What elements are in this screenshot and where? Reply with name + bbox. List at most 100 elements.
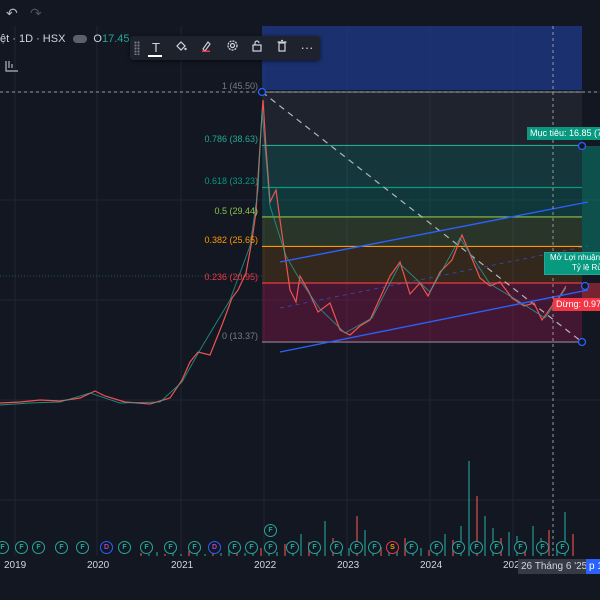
target-zone [582, 146, 600, 254]
volume-bar [260, 548, 262, 556]
price-series [0, 99, 567, 405]
event-badge[interactable]: F [308, 541, 321, 554]
event-badge[interactable]: F [264, 541, 277, 554]
top-bar: ↶ ↷ [0, 0, 600, 26]
year-label-2022: 2022 [254, 560, 277, 571]
parallel-channel[interactable] [279, 201, 589, 353]
volume-bar [188, 551, 190, 556]
volume-bar [420, 548, 422, 556]
volume-bar [564, 512, 566, 556]
volume-bar [324, 521, 326, 556]
year-label-2020: 2020 [87, 560, 110, 571]
redo-icon[interactable]: ↷ [30, 5, 42, 21]
year-label-2024: 2024 [420, 560, 443, 571]
range-end-label: p 11 [586, 559, 600, 574]
event-badge[interactable]: F [514, 541, 527, 554]
volume-bar [356, 516, 358, 556]
undo-icon[interactable]: ↶ [6, 5, 18, 21]
volume-bar [180, 554, 182, 556]
visibility-toggle-icon[interactable] [73, 35, 88, 44]
lock-icon[interactable] [247, 36, 267, 60]
volume-bar [172, 553, 174, 556]
fib-level-label: 0.5 (29.44) [214, 205, 258, 216]
open-pnl-label: Mở Lợi nhuận [550, 253, 600, 262]
volume-bar [220, 553, 222, 556]
year-label-2023: 2023 [337, 560, 360, 571]
risk-ratio-label: Tỷ lệ Rủ [572, 263, 600, 272]
volume-bar [244, 553, 246, 556]
event-badge[interactable]: F [55, 541, 68, 554]
volume-bar [164, 554, 166, 556]
volume-bar [508, 532, 510, 556]
event-badge[interactable]: F [286, 541, 299, 554]
event-badge[interactable]: F [368, 541, 381, 554]
fill-bucket-icon[interactable] [171, 36, 191, 60]
symbol-title[interactable]: ệt · 1D · HSX [0, 33, 66, 45]
event-badge[interactable]: F [350, 541, 363, 554]
fib-level-label: 0.786 (38.63) [204, 134, 258, 145]
crosshair-time-label: 26 Tháng 6 '25 [518, 559, 591, 574]
grid [0, 0, 600, 556]
more-icon[interactable]: ··· [300, 40, 314, 55]
event-badge[interactable]: F [330, 541, 343, 554]
event-badge[interactable]: F [264, 524, 277, 537]
volume-bar [444, 534, 446, 556]
text-tool-icon[interactable]: T [152, 40, 160, 55]
event-badge[interactable]: F [76, 541, 89, 554]
volume-bar [300, 534, 302, 556]
fib-level-label: 0 (13.37) [221, 331, 258, 341]
volume-bar [236, 552, 238, 556]
volume-bar [468, 461, 470, 556]
event-badge[interactable]: F [0, 541, 9, 554]
event-badge[interactable]: F [452, 541, 465, 554]
event-badge[interactable]: S [386, 541, 399, 554]
symbol-legend: ệt · 1D · HSX O17.45 [0, 30, 130, 48]
volume-bar [380, 547, 382, 556]
event-badge[interactable]: F [164, 541, 177, 554]
event-badge[interactable]: F [430, 541, 443, 554]
fib-level-label: 1 (45.50) [221, 81, 258, 91]
stop-label[interactable]: Dừng: 0.97 [553, 298, 600, 311]
event-badge[interactable]: F [245, 541, 258, 554]
fib-retracement[interactable] [262, 91, 582, 343]
time-axis: 2019 2020 2021 2022 2023 2024 202 26 Thá… [0, 558, 600, 576]
event-badge[interactable]: F [556, 541, 569, 554]
layout-split-icon[interactable] [5, 60, 19, 75]
event-badge[interactable]: D [100, 541, 113, 554]
volume-bar [196, 553, 198, 556]
volume-bar [364, 530, 366, 556]
event-badge[interactable]: D [208, 541, 221, 554]
event-badge[interactable]: F [118, 541, 131, 554]
fib-level-label: 0.236 (20.95) [204, 272, 258, 283]
volume-bar [572, 534, 574, 556]
target-label[interactable]: Mục tiêu: 16.85 (7 [527, 127, 600, 140]
drawing-toolbar: T ··· [130, 36, 320, 60]
pen-color-icon[interactable] [196, 36, 216, 60]
event-badge[interactable]: F [32, 541, 45, 554]
event-badge[interactable]: F [188, 541, 201, 554]
event-badge[interactable]: F [15, 541, 28, 554]
event-badge[interactable]: F [140, 541, 153, 554]
event-badge[interactable]: F [405, 541, 418, 554]
drag-handle-icon[interactable] [134, 41, 140, 55]
pnl-box[interactable]: Mở Lợi nhuận Tỷ lệ Rủ [544, 252, 600, 275]
fib-level-label: 0.618 (33.23) [204, 176, 258, 187]
trash-icon[interactable] [272, 36, 292, 60]
volume-bar [484, 516, 486, 556]
volume-bar [148, 554, 150, 556]
event-badge[interactable]: F [490, 541, 503, 554]
volume-bar [204, 554, 206, 556]
volume-bar [140, 553, 142, 556]
volume-bar [284, 544, 286, 556]
year-label-2021: 2021 [171, 560, 194, 571]
volume-bar [228, 550, 230, 556]
volume-bar [548, 530, 550, 556]
price-series-up [0, 109, 567, 406]
volume-bar [532, 526, 534, 556]
volume-bar [428, 550, 430, 556]
event-badge[interactable]: F [228, 541, 241, 554]
settings-icon[interactable] [222, 36, 242, 60]
event-badge[interactable]: F [536, 541, 549, 554]
event-badge[interactable]: F [470, 541, 483, 554]
